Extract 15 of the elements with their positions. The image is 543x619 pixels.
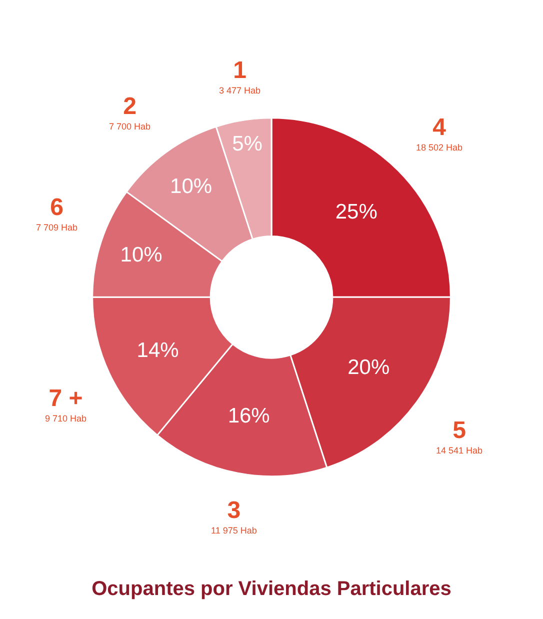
slice-label: 4 18 502 Hab <box>416 114 463 153</box>
data-label: 14% <box>136 339 179 362</box>
slice-label: 6 7 709 Hab <box>36 194 78 233</box>
data-label: 20% <box>348 356 390 380</box>
data-label: 16% <box>228 404 270 428</box>
data-label: 10% <box>170 174 212 198</box>
slice-label: 1 3 477 Hab <box>219 57 261 96</box>
slice-label: 5 14 541 Hab <box>436 417 483 456</box>
text: Ocupantes por Viviendas Particulares <box>92 578 452 600</box>
data-label: 25% <box>335 200 378 224</box>
slice-label: 3 11 975 Hab <box>211 497 257 536</box>
data-label: 5% <box>232 132 262 156</box>
slice-label: 2 7 700 Hab <box>109 93 151 132</box>
slice-label: 7 + 9 710 Hab <box>45 385 87 424</box>
data-label: 10% <box>120 243 162 266</box>
